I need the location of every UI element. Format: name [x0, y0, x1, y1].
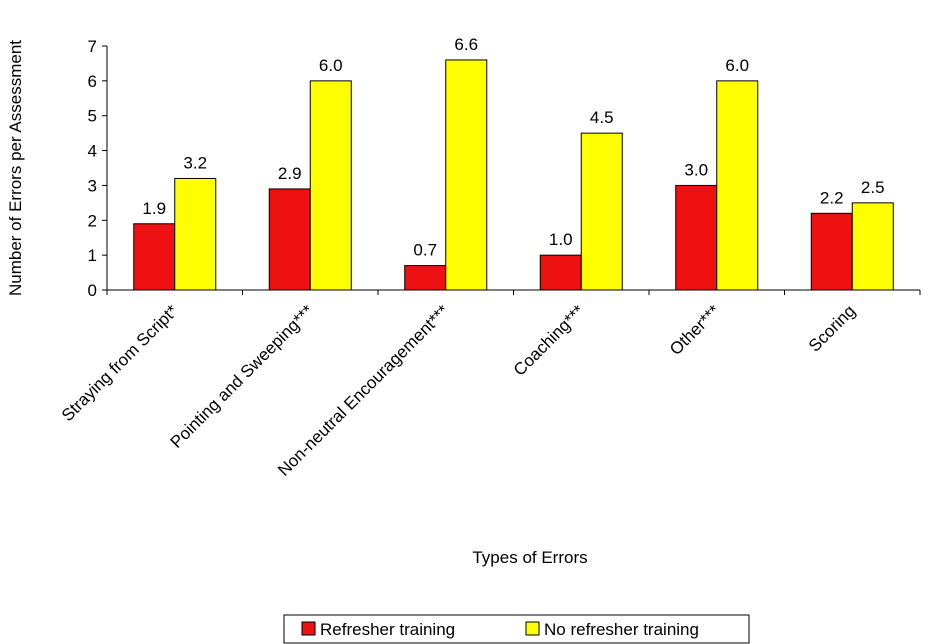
data-label-refresher-training-coaching: 1.0	[549, 230, 573, 249]
data-label-refresher-training-non-neutral-encouragement: 0.7	[413, 241, 437, 260]
data-label-no-refresher-training-coaching: 4.5	[590, 108, 614, 127]
bar-refresher-training-straying-from-script	[133, 223, 176, 291]
y-tick-label: 2	[88, 211, 97, 230]
data-label-no-refresher-training-straying-from-script: 3.2	[183, 153, 207, 172]
bar-refresher-training-coaching	[539, 254, 582, 291]
y-tick-label: 1	[88, 246, 97, 265]
bar-no-refresher-training-scoring	[851, 202, 894, 291]
data-label-no-refresher-training-pointing-and-sweeping: 6.0	[319, 56, 343, 75]
bar-refresher-training-non-neutral-encouragement	[404, 265, 447, 291]
y-axis-title: Number of Errors per Assessment	[6, 40, 25, 296]
data-label-refresher-training-straying-from-script: 1.9	[142, 199, 166, 218]
legend-label-no-refresher-training: No refresher training	[544, 620, 699, 639]
y-tick-label: 5	[88, 107, 97, 126]
bar-refresher-training-other	[675, 184, 718, 291]
y-tick-label: 6	[88, 72, 97, 91]
legend-label-refresher-training: Refresher training	[320, 620, 455, 639]
x-tick-label-pointing-and-sweeping: Pointing and Sweeping***	[167, 301, 318, 452]
x-tick-label-straying-from-script: Straying from Script*	[58, 301, 182, 425]
data-label-refresher-training-scoring: 2.2	[820, 188, 844, 207]
y-tick-label: 7	[88, 37, 97, 56]
plot-area: 0 1 2 3 4 5 6 7 1.9 3.2 Straying from Script* 2.9 6.…	[58, 35, 921, 480]
bar-refresher-training-pointing-and-sweeping	[268, 188, 311, 291]
bar-no-refresher-training-pointing-and-sweeping	[309, 80, 352, 291]
data-label-no-refresher-training-non-neutral-encouragement: 6.6	[454, 35, 478, 54]
data-label-no-refresher-training-other: 6.0	[725, 56, 749, 75]
data-label-refresher-training-other: 3.0	[684, 160, 708, 179]
bar-refresher-training-scoring	[810, 212, 853, 291]
x-tick-label-scoring: Scoring	[805, 301, 859, 355]
x-tick-label-other: Other***	[666, 301, 724, 359]
y-tick-label: 0	[88, 281, 97, 300]
bar-no-refresher-training-other	[716, 80, 759, 291]
x-tick-label-coaching: Coaching***	[510, 301, 589, 380]
data-label-no-refresher-training-scoring: 2.5	[861, 178, 885, 197]
legend-swatch-refresher-training	[301, 621, 316, 636]
x-axis-title: Types of Errors	[472, 548, 587, 567]
y-tick-label: 3	[88, 176, 97, 195]
bar-no-refresher-training-coaching	[580, 132, 623, 291]
data-label-refresher-training-pointing-and-sweeping: 2.9	[278, 164, 302, 183]
legend: Refresher training No refresher training	[283, 614, 750, 644]
y-tick-label: 4	[88, 142, 97, 161]
bar-no-refresher-training-non-neutral-encouragement	[445, 59, 488, 291]
legend-box	[283, 614, 750, 644]
legend-swatch-no-refresher-training	[525, 621, 540, 636]
bar-no-refresher-training-straying-from-script	[174, 177, 217, 291]
